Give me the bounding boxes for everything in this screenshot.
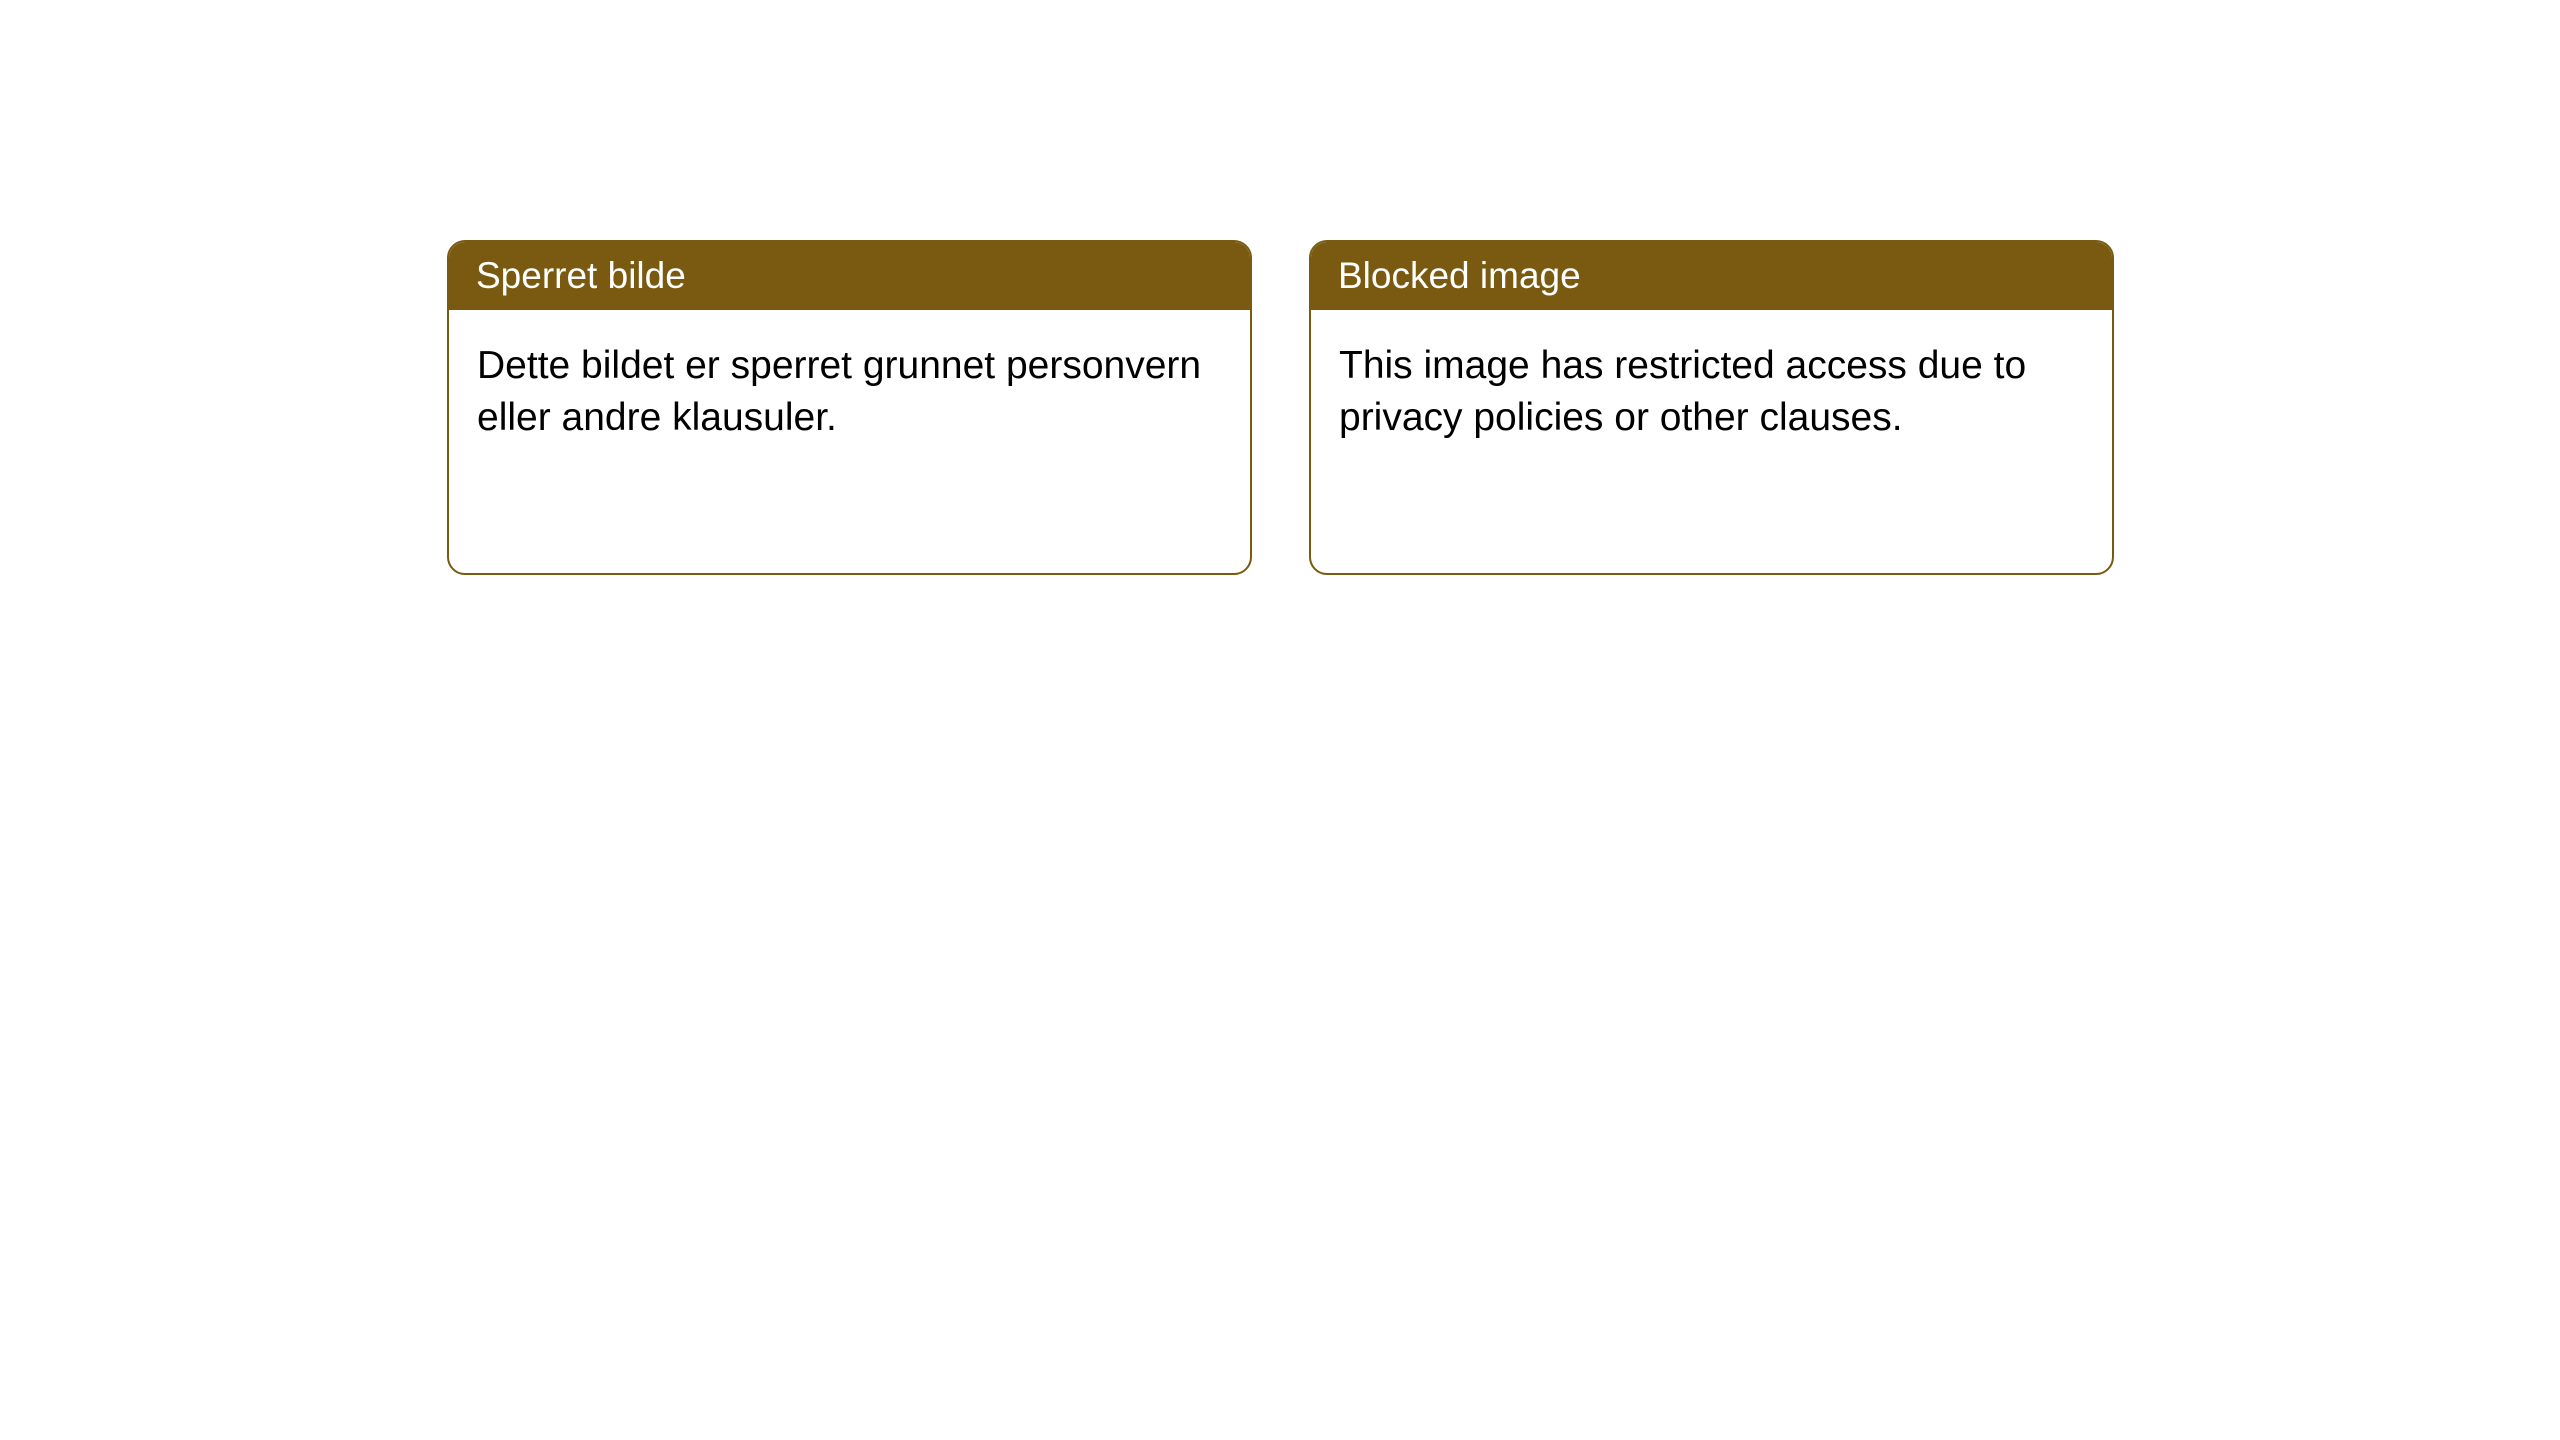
notice-body: This image has restricted access due to …	[1311, 310, 2112, 474]
notice-body: Dette bildet er sperret grunnet personve…	[449, 310, 1250, 474]
notice-card-english: Blocked image This image has restricted …	[1309, 240, 2114, 575]
notice-header: Blocked image	[1311, 242, 2112, 310]
notice-cards-container: Sperret bilde Dette bildet er sperret gr…	[0, 0, 2560, 575]
notice-header: Sperret bilde	[449, 242, 1250, 310]
notice-card-norwegian: Sperret bilde Dette bildet er sperret gr…	[447, 240, 1252, 575]
